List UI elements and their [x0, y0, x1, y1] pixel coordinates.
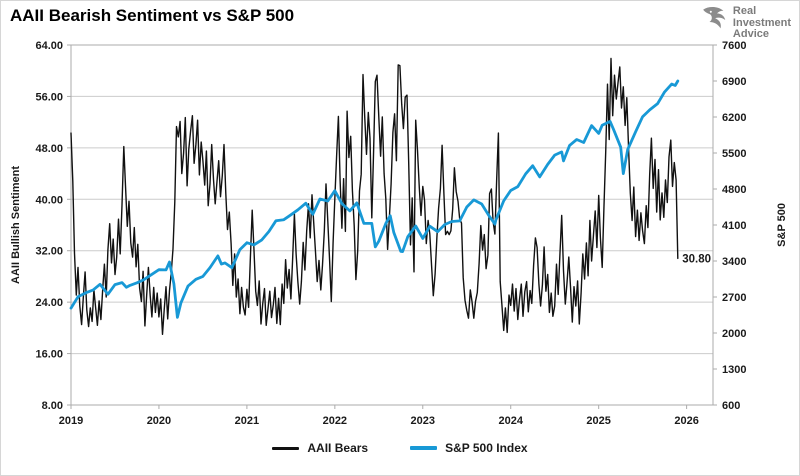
right-axis-title: S&P 500 — [776, 203, 788, 247]
svg-text:48.00: 48.00 — [35, 143, 63, 155]
svg-text:24.00: 24.00 — [35, 297, 63, 309]
svg-text:64.00: 64.00 — [35, 40, 63, 52]
legend-item-sp500: S&P 500 Index — [410, 441, 528, 455]
legend-label-sp500: S&P 500 Index — [445, 441, 528, 455]
svg-text:2000: 2000 — [722, 328, 746, 340]
svg-text:40.00: 40.00 — [35, 194, 63, 206]
svg-text:2025: 2025 — [586, 415, 610, 427]
svg-text:1300: 1300 — [722, 364, 746, 376]
logo: Real Investment Advice — [699, 4, 791, 41]
svg-text:16.00: 16.00 — [35, 349, 63, 361]
svg-text:2024: 2024 — [498, 415, 523, 427]
legend-label-aaii-bears: AAII Bears — [307, 441, 369, 455]
svg-text:6200: 6200 — [722, 112, 746, 124]
svg-text:4100: 4100 — [722, 220, 746, 232]
svg-text:8.00: 8.00 — [42, 400, 63, 412]
aaii-bears-line-swatch — [272, 446, 300, 450]
svg-text:4800: 4800 — [722, 184, 746, 196]
x-tick-labels: 2019 2020 2021 2022 2023 2024 2025 2026 — [59, 415, 699, 427]
svg-text:3400: 3400 — [722, 256, 746, 268]
axis-ticks — [67, 44, 717, 409]
svg-text:6900: 6900 — [722, 76, 746, 88]
svg-text:600: 600 — [722, 400, 740, 412]
logo-line-1: Real — [732, 5, 757, 17]
svg-text:7600: 7600 — [722, 40, 746, 52]
sp500-line-swatch — [410, 446, 438, 450]
legend-item-aaii-bears: AAII Bears — [272, 441, 368, 455]
eagle-icon — [703, 7, 726, 29]
y-left-tick-labels: 64.00 56.00 48.00 40.00 32.00 24.00 16.00 8.00 — [35, 40, 63, 412]
logo-line-2: Investment — [732, 16, 791, 29]
svg-text:2026: 2026 — [674, 415, 698, 427]
aaii-bears-line — [70, 57, 679, 335]
last-value-label: 30.80 — [682, 253, 711, 265]
svg-text:2022: 2022 — [323, 415, 347, 427]
svg-text:2023: 2023 — [411, 415, 435, 427]
svg-text:56.00: 56.00 — [35, 91, 63, 103]
y-right-tick-labels: 7600 6900 6200 5500 4800 4100 3400 2700 2000 1300… — [722, 40, 746, 412]
left-axis-title: AAII Bullish Sentiment — [10, 166, 22, 284]
legend: AAII Bears S&P 500 Index — [1, 441, 799, 455]
logo-text: Real Investment Advice — [733, 4, 791, 41]
svg-text:32.00: 32.00 — [35, 246, 63, 258]
chart-title: AAII Bearish Sentiment vs S&P 500 — [10, 6, 295, 25]
svg-text:2019: 2019 — [59, 415, 83, 427]
logo-line-3: Advice — [732, 28, 769, 40]
svg-text:5500: 5500 — [722, 148, 746, 160]
svg-text:2700: 2700 — [722, 292, 746, 304]
svg-text:2020: 2020 — [147, 415, 171, 427]
svg-text:2021: 2021 — [235, 415, 259, 427]
sp500-line — [69, 79, 680, 319]
